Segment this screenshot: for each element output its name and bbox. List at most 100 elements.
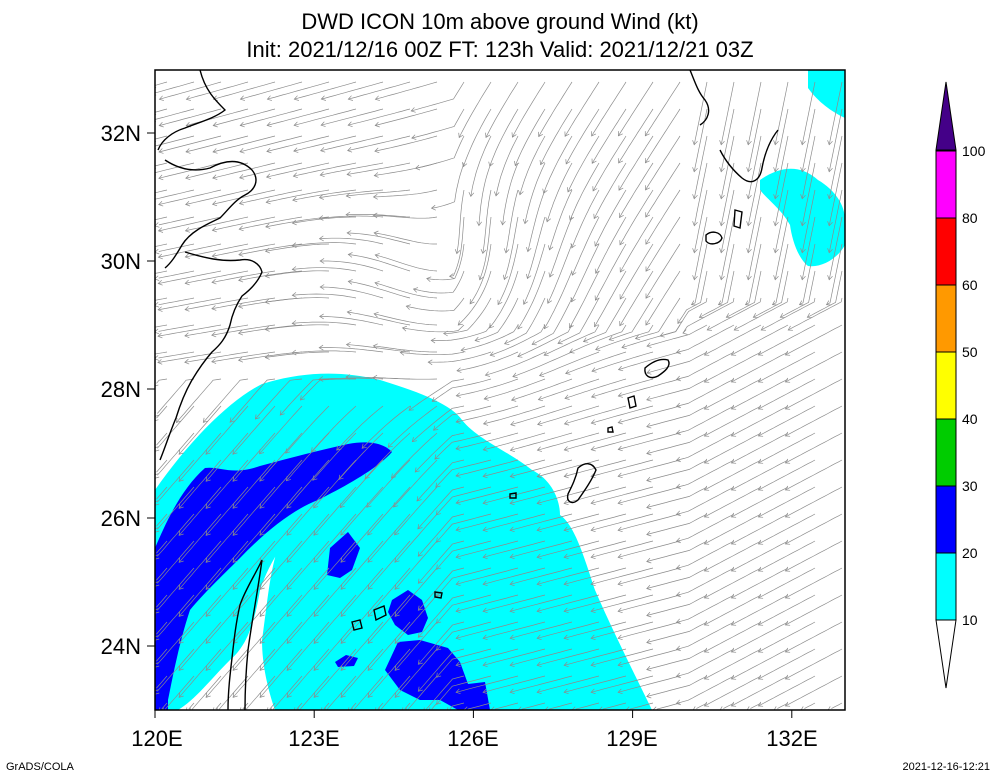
streamline [205, 486, 249, 536]
streamline [155, 243, 168, 247]
streamline [159, 108, 222, 126]
streamline-arrow [259, 530, 265, 536]
streamline [758, 621, 816, 653]
streamline [537, 675, 600, 693]
streamline-arrow [593, 213, 599, 220]
streamline [571, 216, 600, 276]
streamline-arrow [394, 638, 400, 644]
streamline [646, 621, 708, 643]
colorbar-box [935, 351, 957, 420]
streamline [517, 324, 573, 357]
streamline [758, 351, 816, 383]
streamline-arrow [489, 323, 495, 329]
streamline [259, 432, 303, 482]
streamline-arrow [537, 420, 543, 427]
streamline [366, 459, 411, 508]
streamline [537, 648, 600, 666]
streamline [726, 270, 762, 318]
streamline [375, 254, 438, 272]
streamline [211, 297, 276, 310]
streamline [456, 513, 519, 531]
streamline [676, 351, 735, 380]
streamline-arrow [232, 611, 238, 617]
streamline [205, 513, 249, 563]
streamline-arrow [827, 194, 833, 200]
streamline [436, 540, 492, 570]
streamline [801, 108, 816, 172]
streamline-arrow [292, 196, 298, 203]
streamline-arrow [746, 248, 752, 254]
colorbar-label: 30 [962, 478, 978, 494]
streamline-arrow [746, 275, 752, 281]
streamline [591, 432, 654, 451]
coastlines [157, 70, 779, 710]
streamline [232, 594, 276, 644]
streamline [286, 594, 330, 644]
streamline [645, 216, 681, 272]
streamline [176, 378, 222, 423]
streamline-arrow [517, 706, 522, 710]
streamline [494, 702, 519, 710]
streamline-arrow [435, 510, 441, 516]
streamline [286, 486, 330, 536]
streamline [569, 324, 627, 353]
streamline [404, 702, 411, 710]
streamline-arrow [757, 539, 764, 545]
streamline-arrow [646, 369, 652, 375]
streamline-arrow [211, 278, 217, 285]
lon-label: 132E [766, 726, 817, 751]
streamline-arrow [692, 194, 698, 200]
streamline-arrow [570, 243, 576, 249]
streamline-arrow [319, 313, 324, 320]
streamline [618, 675, 681, 693]
streamline-arrow [617, 526, 623, 533]
streamline [293, 162, 357, 177]
streamline-arrow [436, 618, 442, 624]
streamline [510, 405, 573, 426]
streamline [537, 432, 600, 451]
streamline-arrow [158, 95, 164, 101]
streamline-arrow [536, 580, 542, 587]
streamline-arrow [771, 300, 778, 306]
streamline-arrow [345, 374, 351, 380]
streamline [232, 405, 276, 455]
streamline-arrow [240, 707, 242, 710]
streamline [377, 702, 384, 710]
streamline [772, 243, 789, 306]
streamline-arrow [757, 620, 764, 626]
streamline [232, 621, 276, 671]
streamline-arrow [493, 191, 500, 197]
streamline [418, 621, 465, 665]
streamline [676, 540, 735, 569]
streamline-arrow [157, 359, 163, 365]
streamline [158, 243, 195, 252]
streamline-arrow [563, 688, 569, 695]
streamline [186, 81, 249, 100]
streamline-arrow [313, 557, 319, 563]
streamline [155, 189, 168, 194]
streamline-arrow [510, 396, 517, 402]
streamline [704, 621, 762, 653]
streamline-arrow [746, 194, 752, 200]
wind-20-30-blob-b [388, 590, 428, 635]
streamline-arrow [526, 273, 532, 280]
streamline [265, 297, 330, 303]
streamline-arrow [692, 706, 696, 710]
streamline [266, 135, 330, 152]
streamline [747, 108, 762, 172]
streamline-arrow [157, 253, 163, 260]
streamline [676, 378, 735, 407]
streamline [374, 135, 438, 152]
streamline-arrow [232, 557, 238, 563]
streamline-arrow [205, 557, 211, 563]
streamline [510, 513, 573, 531]
streamline [292, 321, 357, 326]
lat-label: 24N [101, 634, 141, 659]
streamline-arrow [490, 706, 495, 710]
streamline [238, 351, 303, 361]
streamline [456, 648, 519, 666]
streamline-arrow [455, 634, 461, 641]
streamline [618, 432, 681, 450]
streamline [387, 405, 438, 448]
